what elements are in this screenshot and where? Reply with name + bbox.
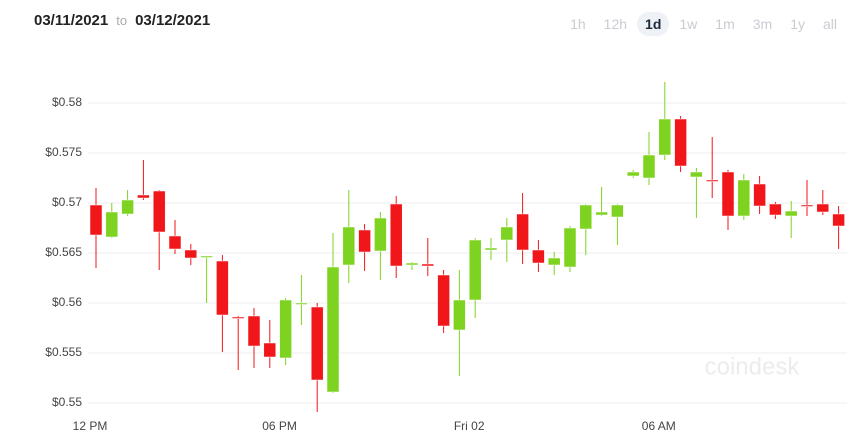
x-tick-label: 06 PM <box>262 419 297 433</box>
to-word: to <box>116 13 128 28</box>
to-date: 03/12/2021 <box>135 12 211 29</box>
candle-body <box>137 194 150 199</box>
candle-body <box>263 342 277 358</box>
candle-body <box>453 299 466 331</box>
from-date: 03/11/2021 <box>34 12 109 29</box>
candle-body <box>484 247 498 251</box>
range-button[interactable]: 1h <box>570 16 586 32</box>
candle-body <box>121 199 134 215</box>
y-tick-label: $0.57 <box>52 195 82 209</box>
x-tick-label: Fri 02 <box>454 419 485 433</box>
candle-body <box>642 154 656 179</box>
candle-body <box>832 213 845 227</box>
candle-body <box>389 203 403 267</box>
candle-body <box>105 211 119 238</box>
candle-body <box>737 179 751 217</box>
range-button[interactable]: 12h <box>603 16 628 32</box>
candle-body <box>547 257 561 266</box>
candle-body <box>89 204 103 236</box>
candle-body <box>279 299 292 359</box>
candle-body <box>168 235 182 250</box>
candle-body <box>437 274 450 327</box>
range-button[interactable]: 1m <box>715 16 735 32</box>
y-tick-label: $0.575 <box>45 145 82 159</box>
watermark: coindesk <box>705 353 801 380</box>
candle-body <box>816 203 830 213</box>
candle-body <box>705 179 719 182</box>
range-button[interactable]: all <box>822 16 837 32</box>
candle-body <box>516 213 529 251</box>
candle-body <box>184 249 198 259</box>
candle-body <box>595 211 608 216</box>
candle-body <box>563 227 577 268</box>
range-button[interactable]: 1w <box>679 16 698 32</box>
range-button[interactable]: 1d <box>637 12 670 36</box>
candle-body <box>231 316 245 319</box>
candle-body <box>421 263 435 267</box>
y-tick-label: $0.58 <box>52 95 82 109</box>
x-tick-label: 12 PM <box>73 419 108 433</box>
candle-body <box>753 183 766 207</box>
candle-body <box>310 306 324 381</box>
y-tick-label: $0.555 <box>45 345 82 359</box>
candle-body <box>579 204 593 230</box>
candle-body <box>532 249 545 264</box>
candle-body <box>200 255 213 258</box>
y-tick-label: $0.56 <box>52 295 82 309</box>
candle-body <box>358 229 371 253</box>
candle-body <box>658 118 672 156</box>
range-button[interactable]: 1y <box>790 16 805 32</box>
candle-body <box>500 226 514 241</box>
candle-body <box>626 171 640 177</box>
y-tick-label: $0.55 <box>52 395 82 409</box>
candle-body <box>800 204 814 207</box>
date-range: 03/11/2021 to 03/12/2021 <box>34 12 210 29</box>
candle-body <box>690 171 703 178</box>
candle-body <box>342 226 356 266</box>
candle-body <box>405 262 419 266</box>
x-tick-label: 06 AM <box>642 419 676 433</box>
range-button[interactable]: 3m <box>752 16 773 32</box>
candle-body <box>611 204 624 218</box>
candle-body <box>721 171 735 217</box>
range-selector: 1h 12h 1d 1w 1m 3m 1y all <box>562 12 845 36</box>
candle-body <box>152 190 166 233</box>
candle-body <box>784 210 798 217</box>
candle-body <box>674 118 687 167</box>
candle-body <box>769 203 782 216</box>
candle-body <box>295 302 308 305</box>
candle-body <box>247 315 261 347</box>
candle-body <box>216 260 229 316</box>
candle-body <box>468 239 482 301</box>
candle-body <box>326 266 340 393</box>
y-tick-label: $0.565 <box>45 245 82 259</box>
candle-body <box>374 217 387 252</box>
